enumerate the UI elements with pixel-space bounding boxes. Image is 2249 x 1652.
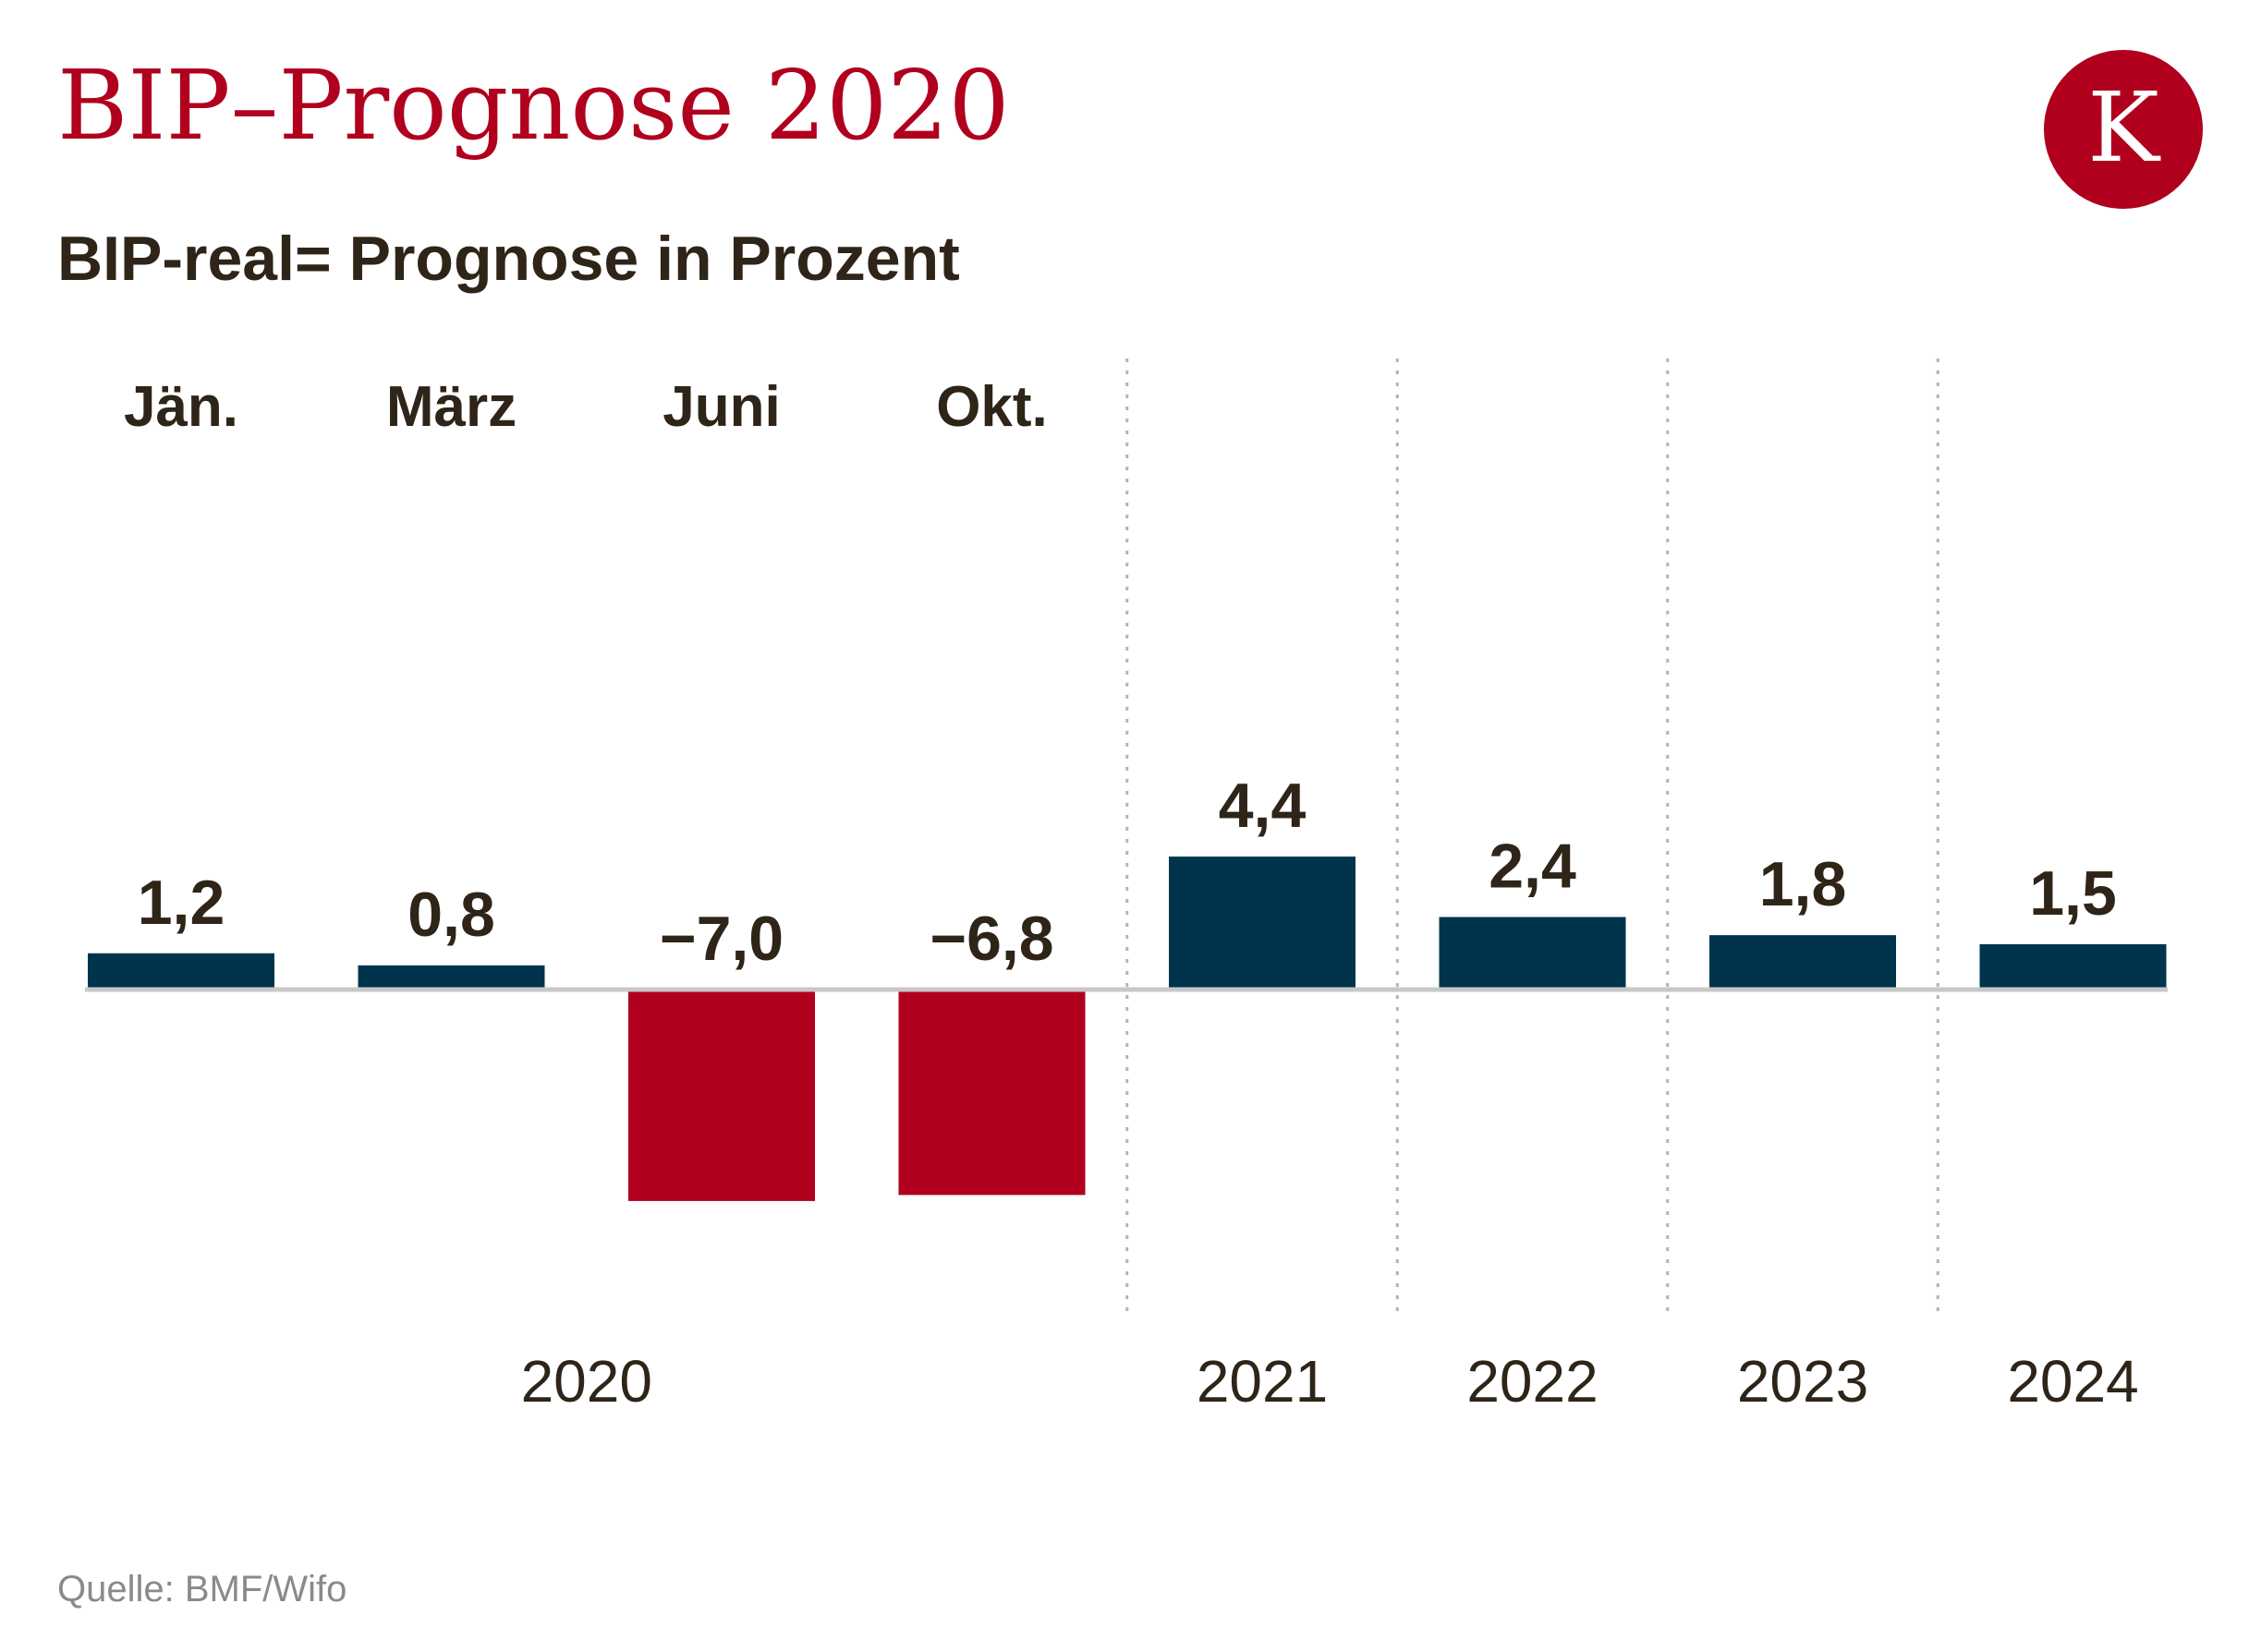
chart-subtitle: BIP-real= Prognose in Prozent [57,224,960,294]
bar [898,990,1086,1196]
bar [1169,856,1355,990]
chart-title: BIP–Prognose 2020 [57,49,1010,162]
bar-value-label: 1,5 [2029,858,2117,929]
bar-value-label: −6,8 [930,904,1053,974]
bar [1439,917,1626,990]
bar-top-label: Juni [663,375,780,439]
bar-value-label: 1,8 [1759,849,1847,919]
kleine-zeitung-logo-icon: K [2044,50,2203,209]
bar-value-label: 1,2 [138,868,225,938]
bar-top-label: März [386,375,517,439]
bar [628,990,815,1201]
source-note: Quelle: BMF/Wifo [57,1569,347,1609]
bar [1709,935,1896,990]
year-label: 2022 [1466,1348,1598,1415]
year-label: 2021 [1197,1348,1328,1415]
bar-value-label: −7,0 [660,904,784,974]
bar-value-label: 0,8 [407,880,495,950]
bar-value-label: 2,4 [1489,832,1576,902]
year-label: 2023 [1737,1348,1868,1415]
bar [1979,943,2167,990]
bar-top-label: Okt. [936,375,1048,439]
bar [88,953,274,990]
year-label: 2020 [521,1348,652,1415]
year-label: 2024 [2007,1348,2138,1415]
bar-value-label: 4,4 [1219,771,1307,841]
bar [358,965,545,990]
logo-letter: K [2087,71,2159,184]
bar-top-label: Jän. [124,375,238,439]
